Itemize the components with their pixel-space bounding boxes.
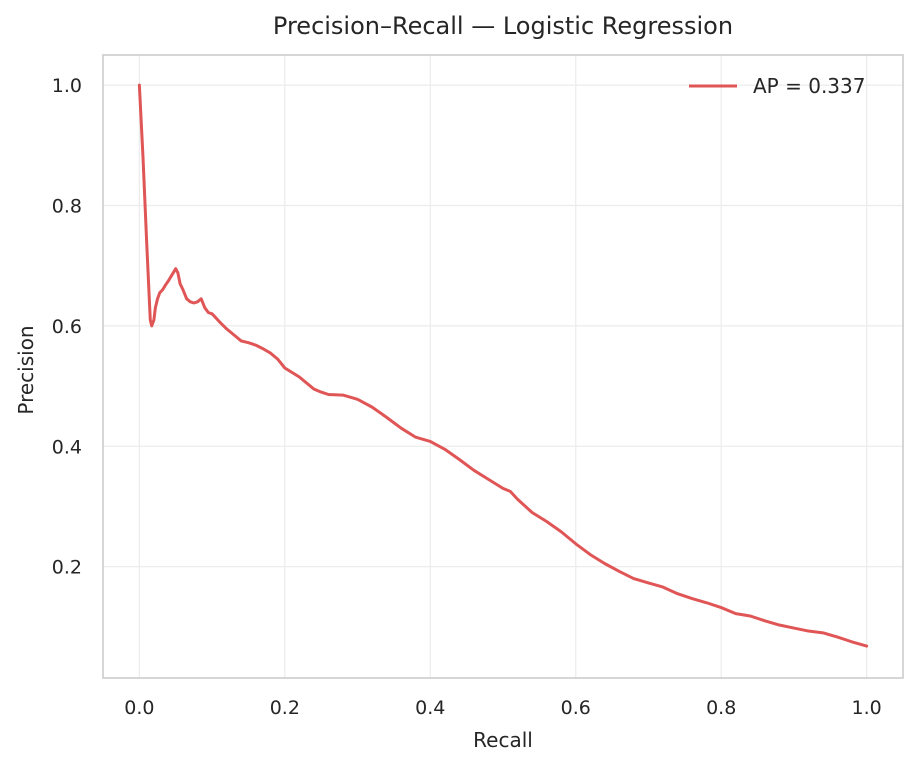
x-axis-ticks: 0.0 0.2 0.4 0.6 0.8 1.0 (124, 697, 881, 719)
y-tick-label: 0.8 (52, 195, 82, 217)
series-line (137, 83, 869, 648)
y-tick-label: 0.2 (52, 557, 82, 579)
series-layer (137, 83, 869, 648)
y-axis-label: Precision (14, 325, 38, 414)
grid (103, 55, 903, 678)
legend: AP = 0.337 (689, 74, 865, 98)
y-tick-label: 1.0 (52, 75, 82, 97)
x-axis-label: Recall (473, 728, 533, 752)
x-tick-label: 0.6 (561, 697, 591, 719)
x-tick-label: 1.0 (852, 697, 882, 719)
x-tick-label: 0.4 (415, 697, 445, 719)
x-tick-label: 0.8 (706, 697, 736, 719)
y-tick-label: 0.4 (52, 436, 82, 458)
x-tick-label: 0.0 (124, 697, 154, 719)
legend-label: AP = 0.337 (753, 74, 865, 98)
y-axis-ticks: 0.2 0.4 0.6 0.8 1.0 (52, 75, 82, 579)
x-tick-label: 0.2 (270, 697, 300, 719)
chart-title: Precision–Recall — Logistic Regression (273, 12, 733, 40)
plot-frame (102, 54, 904, 679)
y-tick-label: 0.6 (52, 316, 82, 338)
